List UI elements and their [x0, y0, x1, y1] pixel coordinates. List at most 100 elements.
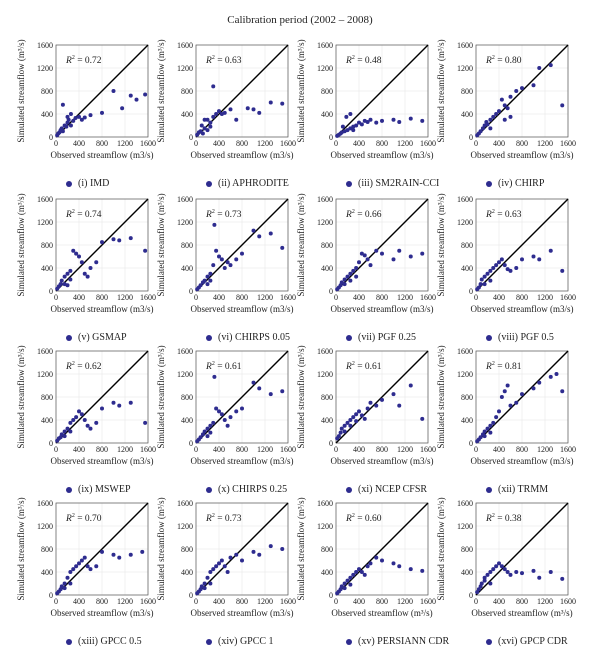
- data-point: [217, 254, 221, 259]
- data-point: [374, 403, 379, 408]
- y-tick-label: 1600: [457, 347, 473, 356]
- data-point: [228, 107, 233, 112]
- y-tick-label: 1600: [177, 347, 193, 356]
- x-tick-label: 1600: [140, 597, 156, 606]
- y-tick-label: 0: [329, 591, 333, 600]
- scatter-plot: 0 400 800 1200 1600 0 400 800 1200 1600 R2 = 0.73 O…: [156, 497, 296, 618]
- one-to-one-line: [195, 198, 289, 292]
- legend-label: (iii) SM2RAIN-CCI: [358, 178, 440, 190]
- y-tick-label: 1200: [37, 64, 53, 73]
- x-axis-label: Observed streamflow (m3/s): [331, 456, 434, 466]
- y-tick-label: 1600: [317, 499, 333, 508]
- data-point: [62, 274, 67, 279]
- plot-frame: [475, 44, 569, 138]
- data-point: [251, 228, 256, 233]
- y-axis-label: Simulated streamflow (m³/s): [16, 497, 26, 600]
- data-point: [100, 549, 104, 554]
- data-point: [117, 403, 122, 408]
- data-point: [497, 109, 501, 114]
- x-tick-label: 1600: [420, 445, 436, 454]
- y-tick-label: 0: [49, 287, 53, 296]
- x-tick-label: 1600: [280, 597, 296, 606]
- data-point: [219, 412, 224, 417]
- y-tick-label: 1600: [317, 195, 333, 204]
- data-point: [211, 263, 216, 268]
- data-point: [345, 420, 350, 425]
- scatter-panel: 0 400 800 1200 1600 0 400 800 1200 1600 R2 = 0.63 O…: [432, 190, 576, 350]
- data-point: [240, 558, 244, 563]
- data-point: [222, 564, 227, 569]
- x-tick-label: 1200: [257, 597, 273, 606]
- data-point: [348, 278, 353, 283]
- data-point: [200, 131, 205, 136]
- data-point: [79, 260, 84, 265]
- data-point: [268, 231, 273, 236]
- y-tick-label: 1600: [317, 41, 333, 50]
- x-tick-label: 1200: [397, 293, 413, 302]
- x-tick-label: 400: [353, 597, 365, 606]
- data-point: [348, 418, 353, 422]
- one-to-one-line: [475, 198, 569, 292]
- legend-label: (xii) TRMM: [498, 484, 549, 496]
- data-point: [354, 570, 359, 574]
- x-tick-label: 1600: [560, 445, 576, 454]
- plot-frame: [335, 44, 429, 138]
- data-point: [111, 89, 116, 93]
- x-tick-label: 400: [493, 139, 505, 148]
- data-point: [499, 395, 504, 399]
- data-point: [497, 409, 501, 414]
- data-point: [351, 268, 356, 273]
- data-point: [88, 113, 93, 118]
- data-point: [245, 106, 250, 111]
- data-point: [485, 271, 490, 276]
- one-to-one-line: [55, 350, 149, 444]
- legend-entry: (xi) NCEP CFSR: [292, 484, 432, 498]
- x-tick-label: 1600: [560, 597, 576, 606]
- legend-label: (vi) CHIRPS 0.05: [218, 332, 290, 344]
- y-tick-label: 800: [461, 545, 473, 554]
- y-tick-label: 400: [41, 416, 53, 425]
- y-tick-label: 1200: [317, 370, 333, 379]
- y-tick-label: 1200: [177, 218, 193, 227]
- x-tick-label: 800: [376, 139, 388, 148]
- data-point: [408, 254, 413, 259]
- data-point: [68, 429, 73, 434]
- data-point: [502, 567, 507, 572]
- data-point: [117, 555, 122, 560]
- plot-frame: [475, 502, 569, 596]
- data-point: [217, 409, 221, 414]
- legend-entry: (i) IMD: [12, 178, 152, 192]
- scatter-plot: 0 400 800 1200 1600 0 400 800 1200 1600 R2 = 0.61 O…: [156, 345, 296, 466]
- data-point: [408, 116, 413, 121]
- plot-frame: [475, 350, 569, 444]
- legend-entry: (xiv) GPCC 1: [152, 636, 292, 650]
- legend-marker: [66, 638, 72, 645]
- legend-entry: (xv) PERSIANN CDR: [292, 636, 449, 650]
- data-point: [359, 413, 364, 418]
- data-point: [359, 122, 364, 127]
- data-point: [482, 575, 487, 580]
- data-point: [351, 128, 356, 133]
- legend-entry: (xvi) GPCP CDR: [432, 636, 572, 650]
- data-point: [65, 575, 70, 580]
- data-point: [94, 420, 99, 425]
- x-axis-label: Observed streamflow (m3/s): [51, 608, 154, 618]
- x-tick-label: 1200: [117, 293, 133, 302]
- y-tick-label: 800: [181, 241, 193, 250]
- data-point: [537, 257, 542, 262]
- y-tick-label: 0: [49, 133, 53, 142]
- data-point: [362, 572, 367, 577]
- y-tick-label: 800: [461, 393, 473, 402]
- x-tick-label: 1200: [537, 597, 553, 606]
- data-point: [520, 257, 524, 262]
- legend-entry: (xiii) GPCC 0.5: [12, 636, 152, 650]
- y-axis-label: Simulated streamflow (m³/s): [436, 39, 446, 142]
- data-point: [65, 114, 70, 119]
- x-tick-label: 1200: [537, 445, 553, 454]
- x-tick-label: 800: [516, 293, 528, 302]
- plot-frame: [195, 198, 289, 292]
- data-point: [100, 406, 104, 411]
- data-point: [359, 570, 364, 574]
- data-point: [497, 260, 501, 265]
- data-point: [357, 567, 361, 572]
